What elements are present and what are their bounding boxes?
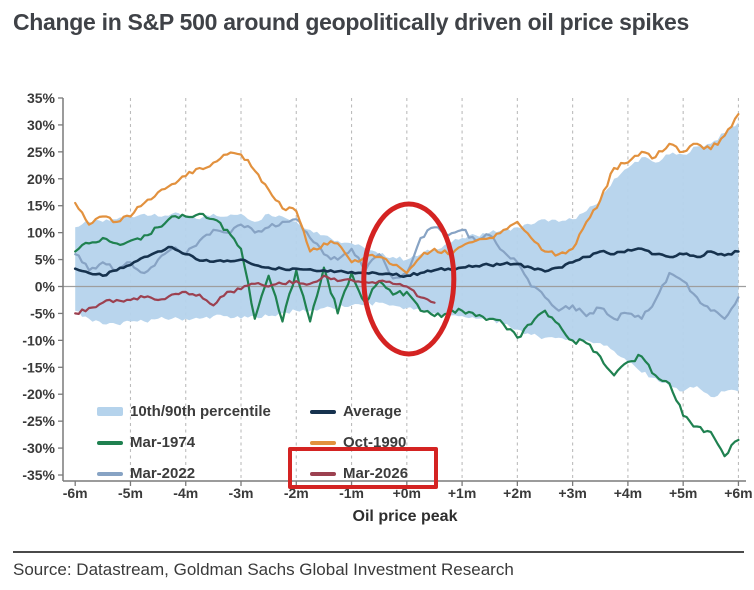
- x-axis-tick-label: +4m: [614, 485, 642, 501]
- y-axis-tick-label: 10%: [27, 225, 56, 241]
- oct-1990-line-swatch: [310, 440, 336, 445]
- y-axis-tick-label: -35%: [22, 467, 55, 483]
- legend-label-average: Average: [343, 403, 402, 420]
- percentile-band-swatch: [97, 407, 123, 416]
- plot-area: 35% 30% 25% 20% 15% 10% 5% 0% -5% -10% -15% -20% -25…: [0, 85, 754, 535]
- x-axis-tick-label: +1m: [448, 485, 476, 501]
- x-axis-tick-label: -1m: [339, 485, 364, 501]
- x-axis-title: Oil price peak: [352, 508, 458, 525]
- legend-label-mar-2026: Mar-2026: [343, 465, 409, 482]
- x-axis-tick-label: -4m: [173, 485, 198, 501]
- x-axis-tick-label: +6m: [724, 485, 752, 501]
- y-axis-tick-label: -25%: [22, 413, 55, 429]
- legend-label-percentile: 10th/90th percentile: [130, 403, 271, 420]
- y-axis-tick-label: -10%: [22, 332, 55, 348]
- x-axis-tick-label: +2m: [503, 485, 531, 501]
- legend-item-average: Average: [310, 403, 408, 420]
- x-axis-tick-label: +3m: [558, 485, 586, 501]
- x-axis-tick-label: -5m: [118, 485, 143, 501]
- series-mar-2026-line: [74, 274, 436, 315]
- x-axis-tick-label: -3m: [229, 485, 254, 501]
- divider-line: [13, 551, 744, 553]
- y-axis-tick-label: -5%: [30, 305, 55, 321]
- legend-label-mar-2022: Mar-2022: [130, 465, 196, 482]
- mar-2026-line-swatch: [310, 471, 336, 476]
- x-axis-tick-label: +5m: [669, 485, 697, 501]
- y-axis-tick-label: 0%: [35, 279, 56, 295]
- y-axis-tick-label: -30%: [22, 440, 55, 456]
- series-mar-1974-line: [74, 212, 740, 458]
- plot-svg: 35% 30% 25% 20% 15% 10% 5% 0% -5% -10% -15% -20% -25…: [22, 90, 752, 501]
- legend-item-mar-2022: Mar-2022: [97, 465, 310, 482]
- y-axis-tick-label: -15%: [22, 359, 55, 375]
- legend-label-oct-1990: Oct-1990: [343, 434, 407, 451]
- legend-label-mar-1974: Mar-1974: [130, 434, 196, 451]
- y-axis-tick-label: 15%: [27, 198, 56, 214]
- series-average-line: [73, 245, 740, 278]
- source-text: Source: Datastream, Goldman Sachs Global…: [13, 560, 514, 579]
- x-axis-tick-label: +0m: [393, 485, 421, 501]
- axes: 35% 30% 25% 20% 15% 10% 5% 0% -5% -10% -15% -20% -25…: [22, 90, 752, 501]
- average-line-swatch: [310, 409, 336, 414]
- legend-item-oct-1990: Oct-1990: [310, 434, 408, 451]
- mar-1974-line-swatch: [97, 440, 123, 445]
- legend: 10th/90th percentile Average Mar-1974 Oc…: [97, 396, 408, 489]
- y-axis-tick-label: -20%: [22, 386, 55, 402]
- peak-highlight-ellipse: [361, 201, 457, 357]
- y-axis-tick-label: 20%: [27, 171, 56, 187]
- y-axis-tick-label: 5%: [35, 252, 56, 268]
- percentile-band: [75, 122, 739, 398]
- y-axis-tick-label: 30%: [27, 117, 56, 133]
- x-axis-tick-label: -2m: [284, 485, 309, 501]
- series-oct-1990-line: [74, 113, 740, 275]
- y-axis-tick-label: 25%: [27, 144, 56, 160]
- legend-item-mar-1974: Mar-1974: [97, 434, 310, 451]
- page-title: Change in S&P 500 around geopolitically …: [13, 9, 689, 35]
- mar-2026-highlight-box: [288, 447, 438, 489]
- legend-item-mar-2026: Mar-2026: [310, 465, 408, 482]
- legend-item-percentile-band: 10th/90th percentile: [97, 403, 310, 420]
- y-axis-tick-label: 35%: [27, 90, 56, 106]
- x-axis-tick-label: -6m: [63, 485, 88, 501]
- mar-2022-line-swatch: [97, 471, 123, 476]
